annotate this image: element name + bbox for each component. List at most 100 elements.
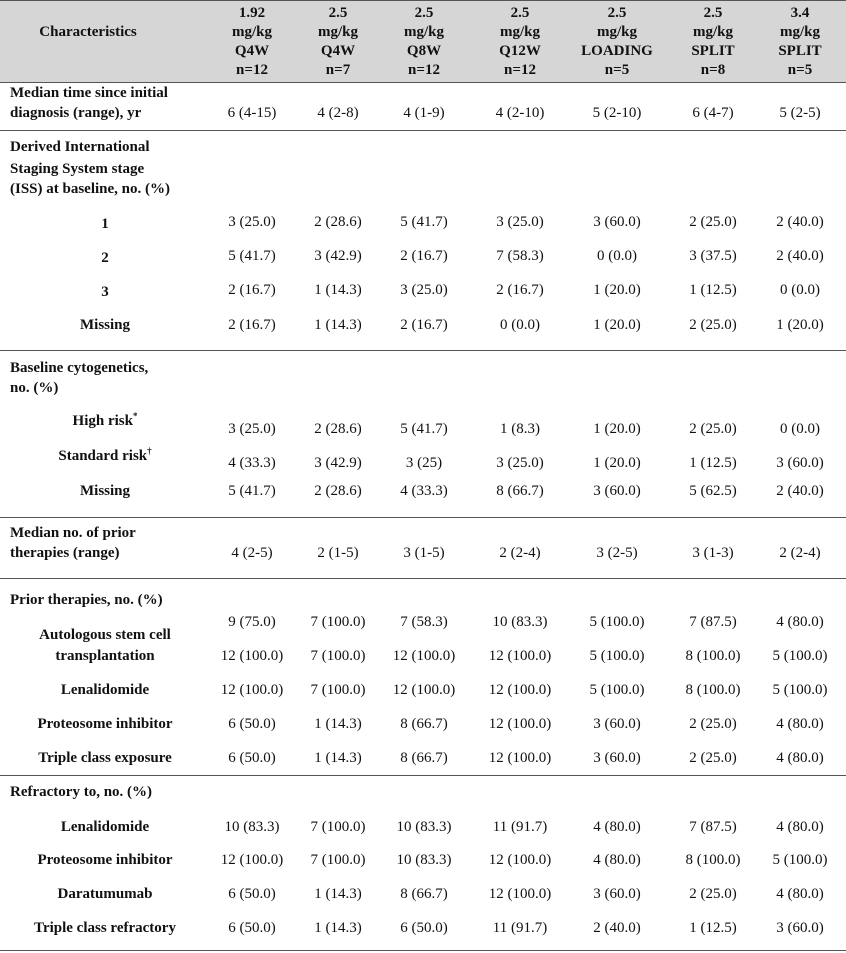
header-cell: mg/kg	[403, 24, 445, 40]
cell: 4 (2-8)	[317, 105, 359, 121]
cell: 6 (4-7)	[692, 105, 734, 121]
cell: 5 (100.0)	[772, 648, 828, 664]
cell: 5 (62.5)	[689, 483, 737, 499]
header-cell: SPLIT	[691, 43, 735, 59]
cell: 6 (4-15)	[227, 105, 277, 121]
cell: 3 (25.0)	[400, 282, 448, 298]
cell: 3 (60.0)	[776, 920, 824, 936]
cell: 3 (25.0)	[228, 421, 276, 437]
cell: 3 (25.0)	[496, 214, 544, 230]
header-cell: Q8W	[406, 43, 442, 59]
cell: 6 (50.0)	[228, 886, 276, 902]
cell: 8 (100.0)	[685, 648, 741, 664]
header-cell: 2.5	[328, 5, 348, 21]
cell: 12 (100.0)	[488, 750, 552, 766]
cell: 0 (0.0)	[500, 317, 540, 333]
cell: 3 (25.0)	[228, 214, 276, 230]
item-label-text: Standard risk	[58, 448, 148, 464]
header-cell: n=8	[700, 62, 726, 78]
cell: 10 (83.3)	[396, 852, 452, 868]
cell: 1 (12.5)	[689, 455, 737, 471]
cell: 3 (60.0)	[593, 483, 641, 499]
cell: 2 (40.0)	[776, 214, 824, 230]
header-cell: 3.4	[790, 5, 810, 21]
item-label-text: Proteosome inhibitor	[37, 852, 173, 868]
cell: 8 (66.7)	[400, 750, 448, 766]
cell: 7 (100.0)	[310, 648, 366, 664]
cell: 3 (2-5)	[596, 545, 638, 561]
cell: 1 (14.3)	[314, 750, 362, 766]
rule	[0, 775, 846, 776]
cell: 2 (40.0)	[776, 483, 824, 499]
header-cell: mg/kg	[317, 24, 359, 40]
item-label: Proteosome inhibitor	[37, 851, 172, 869]
cell: 1 (20.0)	[593, 455, 641, 471]
cell: 1 (14.3)	[314, 920, 362, 936]
cell: 3 (1-3)	[692, 545, 734, 561]
cell: 4 (33.3)	[400, 483, 448, 499]
cell: 6 (50.0)	[400, 920, 448, 936]
cell: 4 (1-9)	[403, 105, 445, 121]
cell: 1 (20.0)	[776, 317, 824, 333]
item-label-text: transplantation	[55, 648, 155, 664]
item-label-text: Proteosome inhibitor	[37, 716, 173, 732]
cell: 8 (66.7)	[496, 483, 544, 499]
header-cell: n=5	[604, 62, 630, 78]
cell: 4 (80.0)	[776, 886, 824, 902]
cell: 3 (42.9)	[314, 248, 362, 264]
header-cell: mg/kg	[231, 24, 273, 40]
cell: 7 (100.0)	[310, 852, 366, 868]
footnote-mark: †	[147, 446, 152, 456]
item-label: Triple class refractory	[34, 919, 176, 937]
header-cell: Q4W	[320, 43, 356, 59]
cell: 2 (25.0)	[689, 421, 737, 437]
cell: 12 (100.0)	[220, 648, 284, 664]
cell: 4 (80.0)	[776, 819, 824, 835]
header-cell: 2.5	[510, 5, 530, 21]
cell: 2 (25.0)	[689, 886, 737, 902]
rule	[0, 950, 846, 951]
item-label-text: Missing	[79, 483, 131, 499]
header-cell: Q4W	[234, 43, 270, 59]
item-label: Autologous stem cell	[39, 626, 171, 644]
cell: 8 (100.0)	[685, 682, 741, 698]
item-label: 1	[101, 215, 109, 233]
cell: 1 (14.3)	[314, 282, 362, 298]
cell: 5 (41.7)	[400, 421, 448, 437]
cell: 2 (25.0)	[689, 214, 737, 230]
cell: 2 (16.7)	[400, 248, 448, 264]
cell: 10 (83.3)	[396, 819, 452, 835]
item-label: 2	[101, 249, 109, 267]
cell: 5 (100.0)	[589, 614, 645, 630]
header-first: Characteristics	[39, 24, 137, 40]
cell: 3 (37.5)	[689, 248, 737, 264]
section-label: no. (%)	[10, 380, 59, 396]
cell: 5 (41.7)	[228, 483, 276, 499]
section-label: (ISS) at baseline, no. (%)	[10, 181, 171, 197]
rule	[0, 130, 846, 131]
cell: 12 (100.0)	[488, 648, 552, 664]
cell: 7 (100.0)	[310, 819, 366, 835]
cell: 1 (8.3)	[500, 421, 540, 437]
cell: 2 (16.7)	[400, 317, 448, 333]
item-label: Missing	[80, 482, 130, 500]
item-label-text: Triple class refractory	[34, 920, 176, 936]
cell: 3 (60.0)	[593, 886, 641, 902]
cell: 8 (66.7)	[400, 886, 448, 902]
cell: 6 (50.0)	[228, 920, 276, 936]
cell: 7 (87.5)	[689, 614, 737, 630]
section-label: Baseline cytogenetics,	[10, 360, 149, 376]
item-label-text: Lenalidomide	[60, 682, 150, 698]
cell: 5 (41.7)	[400, 214, 448, 230]
cell: 7 (87.5)	[689, 819, 737, 835]
cell: 12 (100.0)	[220, 682, 284, 698]
rule	[0, 350, 846, 351]
cell: 3 (1-5)	[403, 545, 445, 561]
section-label: Staging System stage	[10, 161, 145, 177]
header-cell: n=12	[504, 62, 536, 78]
section-label: Derived International	[10, 139, 150, 155]
header-cell: 2.5	[703, 5, 723, 21]
cell: 2 (2-4)	[779, 545, 821, 561]
rule	[0, 517, 846, 518]
cell: 2 (25.0)	[689, 716, 737, 732]
